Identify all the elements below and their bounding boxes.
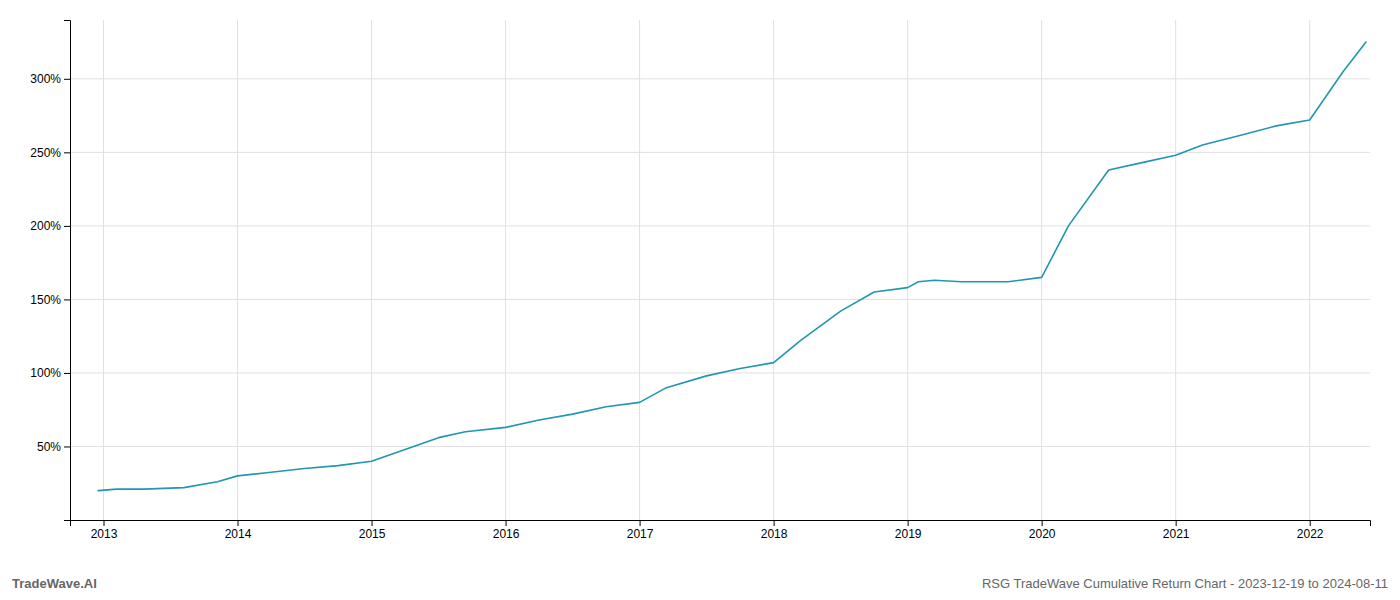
y-axis: 50% 100% 150% 200% 250% 300% [30,21,70,521]
tick-label: 2015 [359,527,386,541]
grid-line [773,20,774,520]
tick-label: 2013 [91,527,118,541]
tick: 2016 [493,520,520,541]
grid-line [371,20,372,520]
tick-label: 2019 [895,527,922,541]
tick-mark [908,520,909,526]
tick-mark [64,299,70,300]
tick: 50% [37,440,70,454]
axis-line [64,21,71,521]
tick-mark [64,79,70,80]
tick-mark [104,520,105,526]
axis-line [71,521,1371,527]
tick-label: 150% [30,293,61,307]
grid-line [70,446,1370,447]
tick: 2015 [359,520,386,541]
tick: 2017 [627,520,654,541]
grid-line [70,225,1370,226]
tick: 2019 [895,520,922,541]
grid-line [639,20,640,520]
tick-mark [64,373,70,374]
grid [70,20,1370,520]
grid-line [1041,20,1042,520]
grid-line [237,20,238,520]
tick-mark [506,520,507,526]
title: TradeWave.AI [12,576,97,591]
grid-line [907,20,908,520]
tick-label: 300% [30,72,61,86]
tick: 100% [30,366,70,380]
tick-mark [64,226,70,227]
tick: 2022 [1297,520,1324,541]
tick-label: 2014 [225,527,252,541]
tick-label: 100% [30,366,61,380]
grid-line [505,20,506,520]
tick: 2020 [1029,520,1056,541]
tick-label: 200% [30,219,61,233]
tick-label: 250% [30,146,61,160]
tick-mark [238,520,239,526]
tick: 150% [30,293,70,307]
tick: 300% [30,72,70,86]
x-axis: 2013 2014 2015 2016 2017 2018 2019 2020 2021 2022 [71,520,1371,541]
grid-line [1175,20,1176,520]
tick-mark [372,520,373,526]
line [98,42,1366,491]
tick: 2018 [761,520,788,541]
tick-label: 50% [37,440,61,454]
tick-label: 2018 [761,527,788,541]
grid-line [70,299,1370,300]
marks [98,42,1366,491]
tick-label: 2016 [493,527,520,541]
tick-mark [64,152,70,153]
tick-label: 2022 [1297,527,1324,541]
tick-mark [640,520,641,526]
tick: 2021 [1163,520,1190,541]
grid-line [70,152,1370,153]
tick-mark [1042,520,1043,526]
tick: 200% [30,219,70,233]
grid-line [70,78,1370,79]
tick: 2014 [225,520,252,541]
chart: 2013 2014 2015 2016 2017 2018 2019 2020 2021 2022… [0,0,1400,600]
tick-mark [774,520,775,526]
tick-mark [1176,520,1177,526]
grid-line [1309,20,1310,520]
tick-mark [64,446,70,447]
tick-label: 2021 [1163,527,1190,541]
tick: 2013 [91,520,118,541]
plot-area: 2013 2014 2015 2016 2017 2018 2019 2020 2021 2022… [30,20,1370,541]
tick-label: 2020 [1029,527,1056,541]
subtitle: RSG TradeWave Cumulative Return Chart - … [982,576,1388,591]
grid-line [103,20,104,520]
tick-mark [1310,520,1311,526]
tick-label: 2017 [627,527,654,541]
tick: 250% [30,146,70,160]
